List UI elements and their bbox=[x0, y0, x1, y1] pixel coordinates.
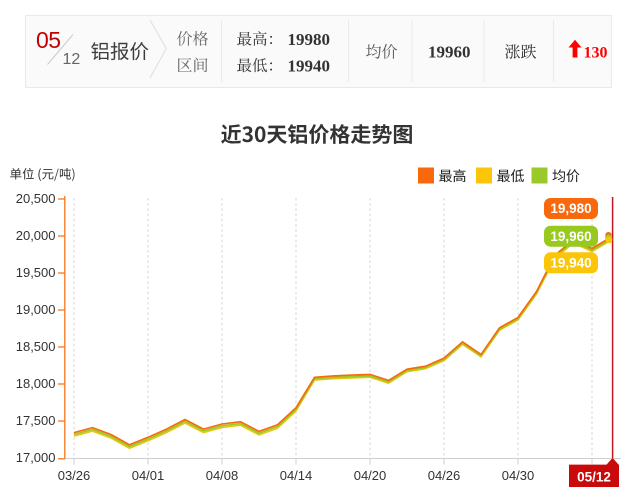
svg-text:19,500: 19,500 bbox=[16, 265, 56, 280]
svg-text:04/20: 04/20 bbox=[354, 468, 387, 483]
svg-text:04/30: 04/30 bbox=[502, 468, 535, 483]
svg-text:19940: 19940 bbox=[288, 57, 331, 76]
svg-text:05/12: 05/12 bbox=[577, 470, 611, 485]
svg-text:18,500: 18,500 bbox=[16, 339, 56, 354]
svg-text:12: 12 bbox=[63, 51, 81, 68]
svg-text:19,960: 19,960 bbox=[550, 229, 591, 244]
svg-text:03/26: 03/26 bbox=[58, 468, 91, 483]
svg-text:130: 130 bbox=[584, 45, 608, 62]
svg-text:19,000: 19,000 bbox=[16, 302, 56, 317]
svg-text:04/08: 04/08 bbox=[206, 468, 239, 483]
svg-text:19960: 19960 bbox=[428, 43, 471, 62]
svg-text:20,000: 20,000 bbox=[16, 228, 56, 243]
svg-text:04/14: 04/14 bbox=[280, 468, 313, 483]
svg-text:19,940: 19,940 bbox=[550, 256, 591, 271]
svg-text:19980: 19980 bbox=[288, 30, 331, 49]
svg-text:20,500: 20,500 bbox=[16, 191, 56, 206]
svg-text:17,500: 17,500 bbox=[16, 413, 56, 428]
svg-text:19,980: 19,980 bbox=[550, 201, 591, 216]
svg-text:18,000: 18,000 bbox=[16, 376, 56, 391]
svg-text:05: 05 bbox=[36, 27, 61, 53]
svg-text:04/26: 04/26 bbox=[428, 468, 461, 483]
svg-text:17,000: 17,000 bbox=[16, 450, 56, 465]
svg-text:04/01: 04/01 bbox=[132, 468, 165, 483]
